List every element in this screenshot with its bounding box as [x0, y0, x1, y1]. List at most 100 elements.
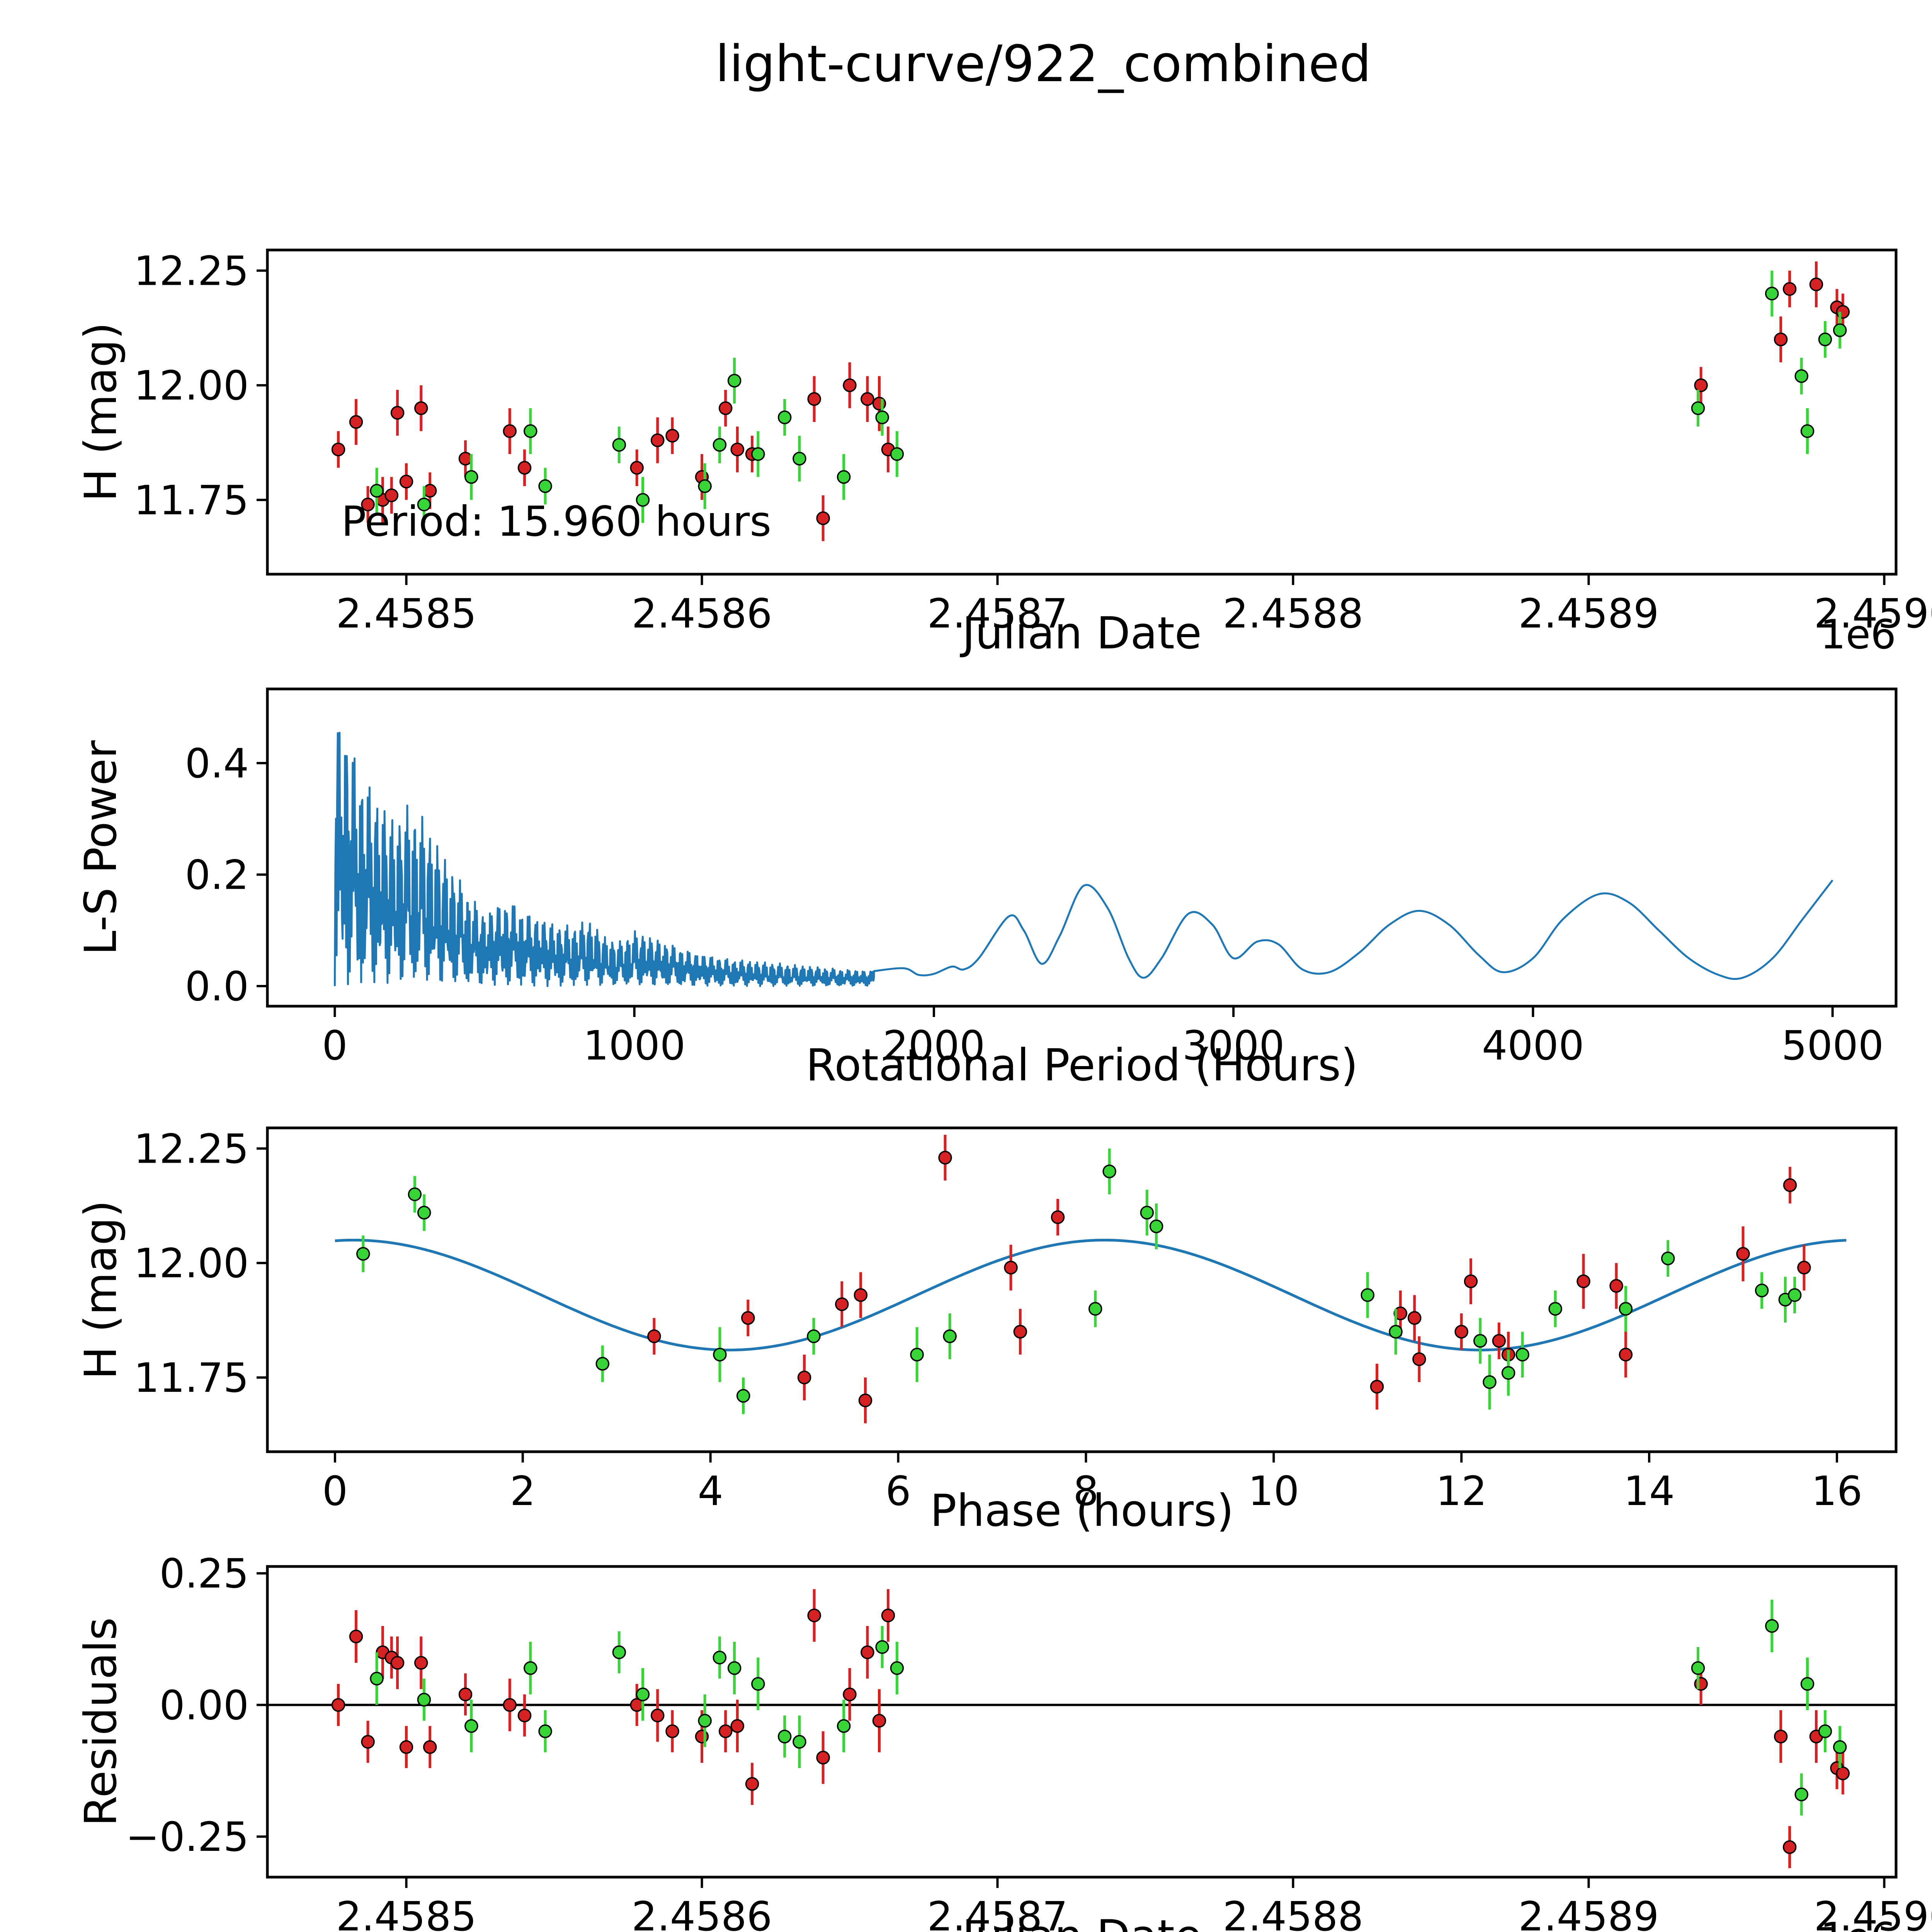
- x-tick-label: 2.4587: [927, 1893, 1068, 1932]
- x-tick-label: 2.4588: [1223, 590, 1364, 637]
- lightcurve-xlabel: Julian Date: [960, 607, 1202, 659]
- period-annotation: Period: 15.960 hours: [341, 498, 771, 546]
- red-data-point: [861, 1645, 874, 1659]
- red-data-point: [835, 1297, 849, 1311]
- green-data-point: [1765, 1619, 1779, 1633]
- green-data-point: [1755, 1284, 1769, 1298]
- green-data-point: [1473, 1334, 1487, 1348]
- red-data-point: [1694, 378, 1708, 392]
- x-tick-label: 0: [322, 1468, 348, 1515]
- y-tick-label: 0.4: [185, 740, 249, 787]
- red-data-point: [730, 1719, 745, 1733]
- green-data-point: [1800, 1677, 1815, 1691]
- red-data-point: [399, 474, 413, 489]
- green-data-point: [943, 1329, 957, 1344]
- red-data-point: [503, 424, 517, 438]
- red-data-point: [843, 378, 857, 392]
- red-data-point: [1694, 1677, 1708, 1691]
- y-tick-label: 12.25: [134, 247, 249, 294]
- lightcurve-spines: [266, 248, 1898, 576]
- green-data-point: [524, 1661, 537, 1675]
- red-data-point: [1454, 1325, 1468, 1339]
- green-data-point: [698, 479, 712, 493]
- red-data-point: [399, 1740, 413, 1754]
- red-data-point: [843, 1687, 857, 1701]
- x-tick-label: 2.4590: [1814, 590, 1932, 637]
- green-data-point: [910, 1347, 924, 1362]
- red-data-point: [872, 1714, 886, 1728]
- red-data-point: [390, 1656, 405, 1670]
- x-tick-label: 0: [322, 1022, 347, 1069]
- red-data-point: [741, 1311, 755, 1325]
- x-tick-label: 2.4585: [336, 1893, 477, 1932]
- green-data-point: [1691, 1661, 1705, 1675]
- green-data-point: [1800, 424, 1815, 438]
- green-data-point: [1818, 1724, 1832, 1738]
- green-data-point: [890, 447, 904, 461]
- red-data-point: [458, 1687, 473, 1701]
- panel-lightcurve: 2.4585 2.4586 2.4587 2.4588 2.4589 2.4590 11.7…: [75, 247, 1932, 659]
- residuals-xlabel: Julian Date: [960, 1910, 1202, 1932]
- x-tick-label: 2.4586: [632, 590, 772, 637]
- red-data-point: [423, 484, 437, 498]
- green-data-point: [538, 479, 552, 493]
- green-data-point: [464, 1719, 478, 1733]
- red-data-point: [745, 1777, 759, 1791]
- red-data-point: [1736, 1247, 1750, 1261]
- green-data-point: [1548, 1302, 1562, 1316]
- red-data-point: [807, 392, 821, 406]
- x-tick-label: 3000: [1182, 1022, 1285, 1069]
- green-data-point: [524, 424, 537, 438]
- red-data-point: [458, 452, 473, 466]
- green-data-point: [727, 1661, 742, 1675]
- green-data-point: [1787, 1288, 1802, 1302]
- red-data-point: [1783, 1178, 1797, 1192]
- green-data-point: [1515, 1347, 1529, 1362]
- y-tick-label: 0.00: [159, 1682, 249, 1729]
- panel-phase: 0 2 4 6 8 10 12 14 16 11.75 12.00 12.25 Phase (hour…: [75, 1125, 1898, 1536]
- x-tick-label: 6: [885, 1468, 911, 1515]
- x-tick-label: 1000: [583, 1022, 685, 1069]
- residuals-plot-area: [267, 1589, 1896, 1868]
- green-data-point: [417, 1206, 431, 1220]
- red-data-point: [858, 1393, 872, 1407]
- red-data-point: [872, 396, 886, 411]
- x-tick-label: 4000: [1482, 1022, 1584, 1069]
- red-data-point: [423, 1740, 437, 1754]
- green-data-point: [370, 484, 384, 498]
- phase-plot-area: [335, 1134, 1847, 1423]
- red-data-point: [881, 1608, 895, 1622]
- green-data-point: [1833, 1740, 1847, 1754]
- green-data-point: [370, 1672, 384, 1686]
- red-data-point: [517, 1708, 532, 1723]
- green-data-point: [777, 410, 792, 424]
- green-data-point: [837, 470, 851, 484]
- green-data-point: [713, 438, 727, 452]
- green-data-point: [793, 1735, 806, 1749]
- lightcurve-x-offset-label: 1e6: [1820, 611, 1896, 658]
- green-data-point: [1794, 369, 1808, 383]
- green-data-point: [751, 447, 765, 461]
- red-data-point: [807, 1608, 821, 1622]
- lightcurve-ylabel: H (mag): [75, 322, 126, 502]
- red-data-point: [414, 401, 428, 415]
- red-data-point: [1809, 277, 1823, 291]
- lightcurve-plot-area: [331, 261, 1850, 541]
- y-tick-label: 0.2: [185, 851, 249, 898]
- red-data-point: [718, 401, 733, 415]
- red-data-point: [390, 406, 405, 420]
- sine-fit-curve: [335, 1238, 1847, 1352]
- green-data-point: [1389, 1325, 1403, 1339]
- red-data-point: [647, 1329, 661, 1344]
- residuals-spines: [266, 1565, 1898, 1879]
- y-tick-label: 0.25: [159, 1550, 249, 1597]
- x-tick-label: 8: [1073, 1468, 1099, 1515]
- y-tick-label: 11.75: [134, 477, 249, 524]
- red-data-point: [854, 1288, 868, 1302]
- red-data-point: [938, 1151, 952, 1165]
- green-data-point: [1102, 1164, 1116, 1179]
- y-tick-label: 12.00: [134, 362, 249, 409]
- green-data-point: [727, 374, 742, 388]
- red-data-point: [331, 1698, 345, 1712]
- y-tick-label: 11.75: [134, 1354, 249, 1401]
